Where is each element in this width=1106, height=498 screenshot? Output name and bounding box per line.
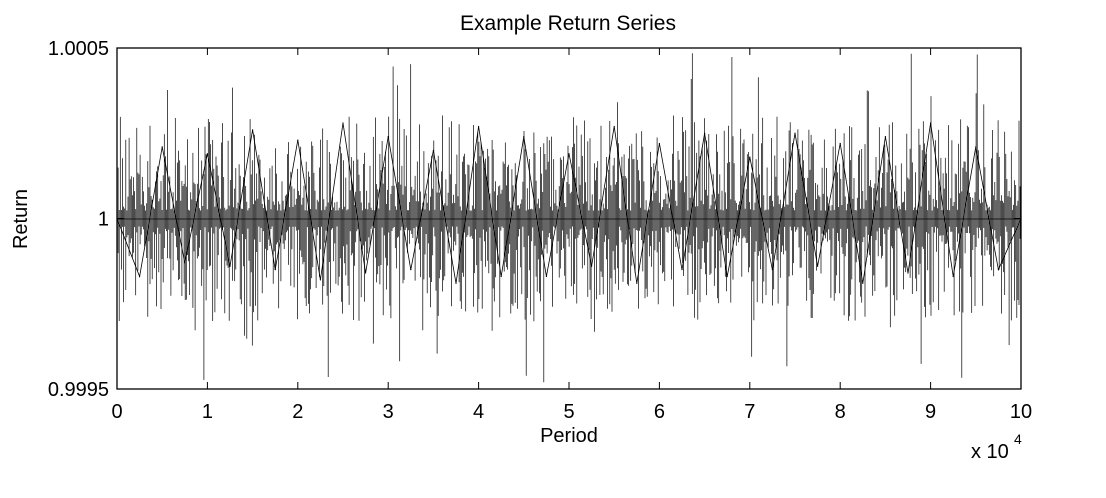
- x-tick-label: 1: [202, 401, 213, 423]
- data-point: [500, 275, 502, 278]
- x-tick-label: 0: [111, 401, 122, 423]
- x-tick-label: 2: [292, 401, 303, 423]
- x-exponent-power: 4: [1014, 431, 1022, 447]
- data-point: [252, 129, 254, 131]
- chart-title: Example Return Series: [460, 12, 676, 35]
- data-point: [229, 265, 231, 267]
- data-point: [478, 125, 480, 128]
- data-point: [907, 272, 909, 274]
- x-axis-ticks: 0 1 2 3 4 5 6 7 8 9 10: [111, 48, 1032, 423]
- series-line-group: [116, 122, 1022, 284]
- data-point: [952, 275, 954, 278]
- data-point: [771, 269, 774, 271]
- y-tick-label: 1: [98, 209, 109, 231]
- y-tick-label: 0.9995: [48, 379, 109, 401]
- data-point: [862, 282, 864, 284]
- y-axis-ticks: 0.9995 1 1.0005: [48, 38, 1021, 401]
- data-point: [817, 265, 819, 267]
- data-point: [545, 275, 548, 278]
- series-fill: [116, 53, 1021, 383]
- x-tick-label: 9: [925, 401, 936, 423]
- data-point: [365, 272, 367, 274]
- data-point: [387, 136, 389, 138]
- data-point: [726, 275, 728, 278]
- x-tick-label: 5: [563, 401, 574, 423]
- x-exponent-base: x 10: [971, 441, 1009, 463]
- data-point: [206, 153, 208, 155]
- data-point: [997, 269, 1000, 271]
- data-point: [591, 265, 593, 267]
- x-tick-label: 7: [744, 401, 755, 423]
- data-point: [749, 156, 751, 158]
- data-point: [161, 146, 163, 148]
- data-point: [636, 282, 638, 284]
- data-point: [455, 282, 457, 284]
- x-tick-label: 10: [1010, 401, 1032, 423]
- x-axis-label: Period: [540, 425, 598, 447]
- x-exponent: x 10 4: [971, 431, 1022, 463]
- data-point: [930, 122, 932, 124]
- data-point: [794, 132, 796, 134]
- data-point: [884, 136, 887, 138]
- x-tick-label: 3: [383, 401, 394, 423]
- data-point: [297, 139, 299, 141]
- data-point: [342, 122, 344, 124]
- data-point: [319, 279, 321, 281]
- data-point: [274, 269, 276, 271]
- series-texture: [116, 53, 1021, 383]
- data-point: [704, 132, 706, 134]
- y-axis-label: Return: [10, 189, 32, 249]
- y-tick-label: 1.0005: [48, 38, 109, 60]
- data-point: [432, 149, 434, 151]
- x-tick-label: 6: [654, 401, 665, 423]
- x-tick-label: 4: [473, 401, 484, 423]
- data-point: [139, 275, 141, 278]
- data-point: [410, 269, 412, 271]
- x-tick-label: 8: [835, 401, 846, 423]
- data-point: [568, 153, 570, 155]
- data-point: [658, 142, 661, 145]
- data-point: [975, 146, 977, 148]
- data-point: [839, 142, 841, 145]
- data-point: [523, 136, 525, 138]
- data-point: [613, 125, 615, 128]
- data-point: [184, 262, 186, 264]
- data-point: [681, 269, 683, 271]
